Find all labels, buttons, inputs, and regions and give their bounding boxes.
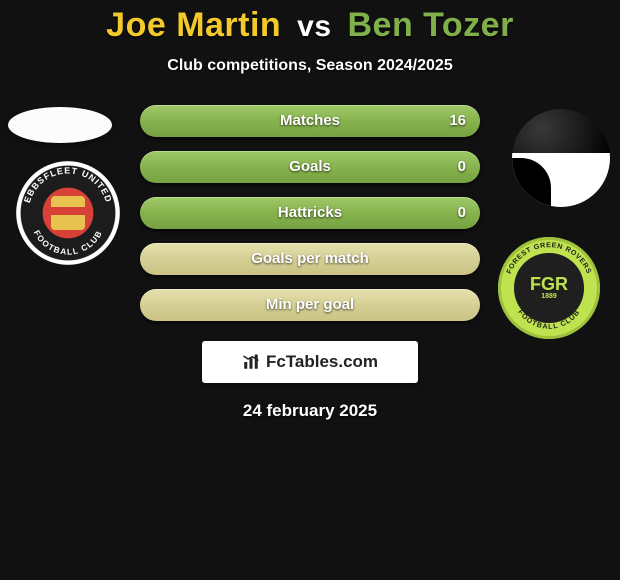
avatar-photo	[512, 109, 610, 207]
stat-label: Min per goal	[140, 289, 480, 321]
stat-label: Goals	[140, 151, 480, 183]
player2-avatar	[512, 109, 610, 207]
brand-text: FcTables.com	[266, 352, 378, 372]
bar-chart-icon	[242, 353, 260, 371]
stat-label: Goals per match	[140, 243, 480, 275]
player1-name: Joe Martin	[106, 6, 281, 44]
player1-avatar	[8, 107, 112, 143]
badge-outer-ring: EBBSFLEET UNITED FOOTBALL CLUB	[16, 161, 120, 265]
stat-label: Hattricks	[140, 197, 480, 229]
source-brand-box: FcTables.com	[202, 341, 418, 383]
subtitle: Club competitions, Season 2024/2025	[0, 57, 620, 75]
stat-bar-goals: Goals 0	[140, 151, 480, 183]
stat-bar-matches: Matches 16	[140, 105, 480, 137]
stat-bar-hattricks: Hattricks 0	[140, 197, 480, 229]
stat-bar-min-per-goal: Min per goal	[140, 289, 480, 321]
page-title: Joe Martin vs Ben Tozer	[0, 0, 620, 45]
snapshot-date: 24 february 2025	[0, 401, 620, 421]
stat-value: 16	[449, 105, 466, 137]
player2-name: Ben Tozer	[347, 6, 513, 44]
stat-bars: Matches 16 Goals 0 Hattricks 0 Goals per…	[140, 105, 480, 321]
stat-value: 0	[458, 197, 466, 229]
player1-club-badge: EBBSFLEET UNITED FOOTBALL CLUB	[16, 161, 120, 265]
stat-value: 0	[458, 151, 466, 183]
player2-club-badge: FOREST GREEN ROVERS FOOTBALL CLUB FGR 18…	[498, 237, 600, 339]
badge-left-bottom-text: FOOTBALL CLUB	[32, 228, 104, 257]
comparison-panel: EBBSFLEET UNITED FOOTBALL CLUB FOREST GR…	[0, 105, 620, 421]
stat-label: Matches	[140, 105, 480, 137]
badge-right-monogram: FGR	[530, 275, 568, 293]
badge-right-year: 1889	[541, 293, 557, 300]
stat-bar-goals-per-match: Goals per match	[140, 243, 480, 275]
badge-left-stripe	[51, 207, 84, 215]
badge-right-outer: FOREST GREEN ROVERS FOOTBALL CLUB FGR 18…	[498, 237, 600, 339]
badge-right-inner: FGR 1889	[514, 253, 583, 322]
svg-text:FOOTBALL CLUB: FOOTBALL CLUB	[32, 228, 104, 257]
vs-label: vs	[291, 10, 337, 43]
